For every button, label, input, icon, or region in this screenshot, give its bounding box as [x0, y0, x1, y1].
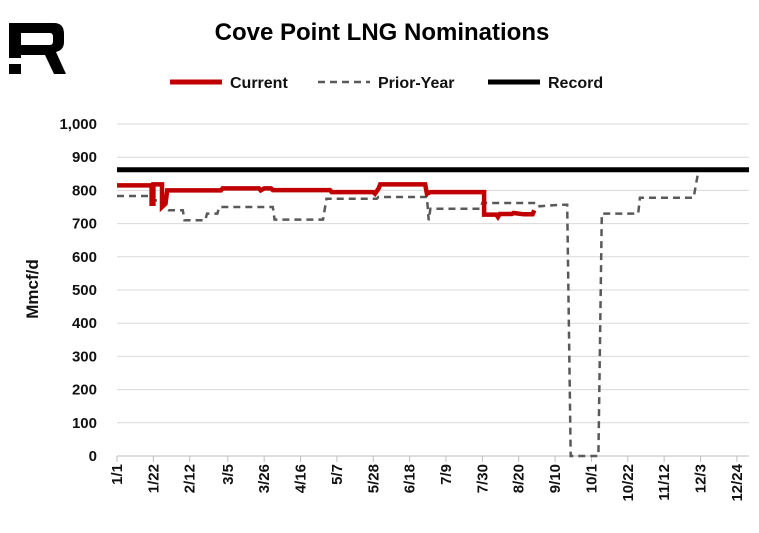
- legend-label-record: Record: [548, 75, 603, 92]
- x-tick-label: 7/30: [474, 464, 491, 493]
- legend-label-current: Current: [230, 75, 288, 92]
- gridlines: [117, 123, 749, 457]
- y-tick-label: 700: [72, 216, 97, 233]
- y-tick-label: 900: [72, 149, 97, 166]
- y-tick-label: 1,000: [59, 116, 97, 133]
- x-tick-label: 3/26: [256, 464, 273, 493]
- y-axis-label: Mmcf/d: [23, 259, 42, 319]
- series-line-current: [117, 182, 537, 222]
- legend: Current Prior-Year Record: [170, 75, 603, 92]
- y-tick-label: 400: [72, 315, 97, 332]
- x-tick-label: 10/22: [620, 464, 637, 502]
- y-tick-label: 200: [72, 382, 97, 399]
- y-tick-label: 0: [89, 448, 97, 465]
- x-tick-label: 8/20: [511, 464, 528, 493]
- y-tick-label: 100: [72, 415, 97, 432]
- x-tick-label: 1/22: [145, 464, 162, 493]
- chart-title: Cove Point LNG Nominations: [215, 19, 550, 46]
- x-tick-label: 10/1: [583, 464, 600, 493]
- x-tick-label: 12/3: [693, 464, 710, 493]
- x-tick-labels: 1/1 1/22 2/12 3/5 3/26 4/16 5/7 5/28 6/18 7/9 7/30…: [109, 456, 746, 502]
- x-tick-label: 2/12: [182, 464, 199, 493]
- y-tick-label: 500: [72, 282, 97, 299]
- x-tick-label: 9/10: [547, 464, 564, 493]
- series-line-prior-year: [117, 168, 701, 458]
- x-tick-label: 5/28: [365, 464, 382, 493]
- y-tick-label: 300: [72, 348, 97, 365]
- x-tick-label: 12/24: [729, 463, 746, 501]
- brand-logo-icon: [9, 23, 66, 74]
- x-tick-label: 3/5: [220, 464, 237, 485]
- x-tick-label: 4/16: [293, 464, 310, 493]
- x-tick-label: 5/7: [329, 464, 346, 485]
- y-tick-label: 800: [72, 182, 97, 199]
- y-tick-label: 600: [72, 249, 97, 266]
- x-tick-label: 6/18: [402, 464, 419, 493]
- x-tick-label: 1/1: [109, 464, 126, 485]
- y-tick-labels: 0 100 200 300 400 500 600 700 800 900 1,000: [59, 116, 97, 465]
- series-lines: [117, 167, 749, 458]
- x-tick-label: 11/12: [656, 464, 673, 501]
- legend-label-prior-year: Prior-Year: [378, 75, 454, 92]
- x-tick-label: 7/9: [438, 464, 455, 485]
